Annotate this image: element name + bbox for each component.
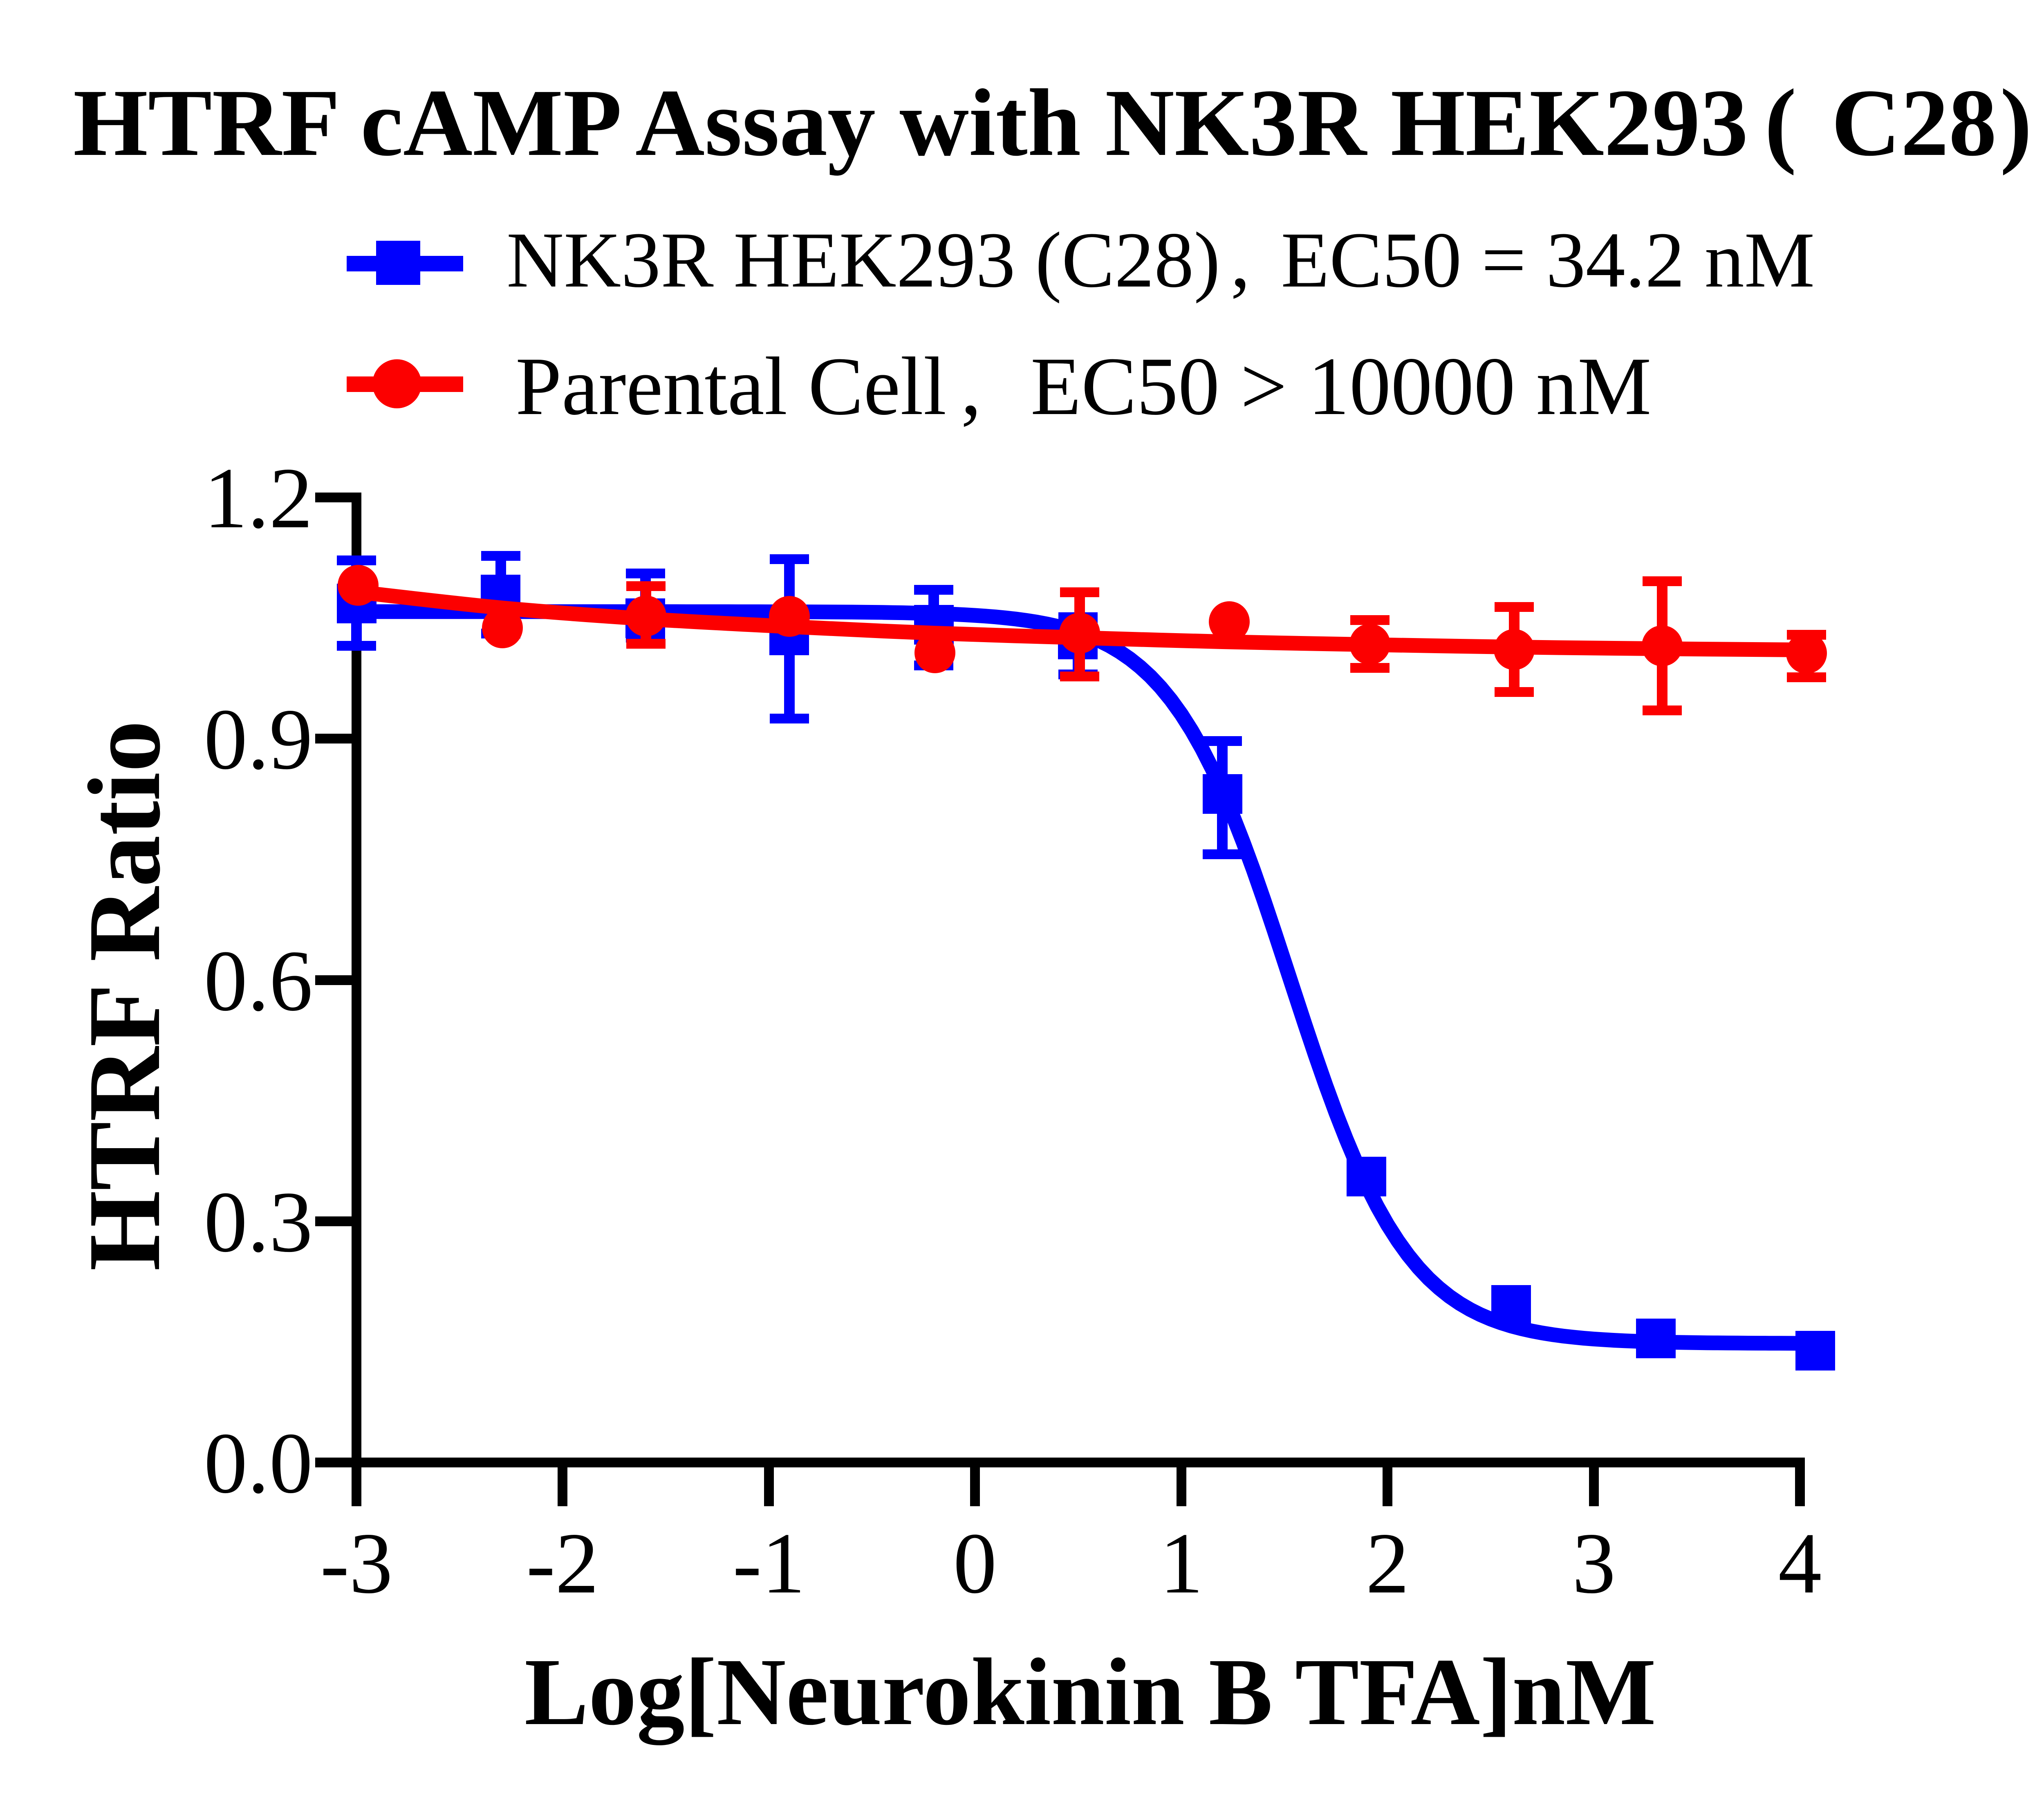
svg-text:Log[Neurokinin B TFA]nM: Log[Neurokinin B TFA]nM xyxy=(524,1639,1656,1745)
svg-text:HTRF Ratio: HTRF Ratio xyxy=(67,721,182,1271)
svg-text:0.0: 0.0 xyxy=(204,1415,313,1512)
svg-text:-3: -3 xyxy=(320,1515,392,1612)
svg-text:4: 4 xyxy=(1778,1515,1822,1612)
svg-text:-2: -2 xyxy=(526,1515,598,1612)
svg-text:NK3R HEK293 (C28),EC50 = 34.2: NK3R HEK293 (C28), EC50 = 34.2 nM xyxy=(507,216,1815,304)
svg-text:0.6: 0.6 xyxy=(204,933,313,1029)
svg-text:0.9: 0.9 xyxy=(204,691,313,788)
svg-text:HTRF cAMP Assay with NK3R HEK2: HTRF cAMP Assay with NK3R HEK293(C28) xyxy=(73,69,2032,176)
svg-text:1.2: 1.2 xyxy=(204,450,313,546)
svg-text:1: 1 xyxy=(1160,1515,1204,1612)
svg-text:3: 3 xyxy=(1572,1515,1616,1612)
svg-text:2: 2 xyxy=(1366,1515,1410,1612)
svg-text:0: 0 xyxy=(953,1515,997,1612)
svg-text:0.3: 0.3 xyxy=(204,1174,313,1270)
svg-text:Parental Cell,EC50 > 10000 nM: Parental Cell, EC50 > 10000 nM xyxy=(515,340,1652,432)
svg-text:-1: -1 xyxy=(733,1515,805,1612)
